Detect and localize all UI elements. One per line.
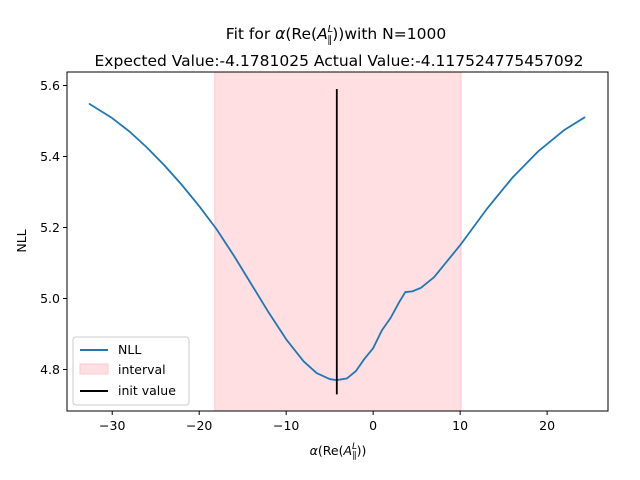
y-tick-label: 5.2 <box>40 220 60 235</box>
interval-layer <box>214 71 462 412</box>
chart-title-line2: Expected Value:-4.1781025 Actual Value:-… <box>95 52 584 70</box>
line-layer <box>88 103 586 382</box>
y-axis-label: NLL <box>14 229 29 252</box>
x-tick-label: −30 <box>99 418 125 433</box>
y-tick-label: 4.8 <box>40 362 60 377</box>
interval-band <box>214 71 462 412</box>
x-tick-label: 20 <box>539 418 555 433</box>
legend-init-label: init value <box>118 383 176 398</box>
legend-box <box>72 336 190 406</box>
x-tick-label: 0 <box>369 418 377 433</box>
y-tick-label: 5.4 <box>40 149 60 164</box>
legend: NLL interval init value <box>72 336 190 406</box>
chart-title-line1: Fit for α(Re(AL ∥))with N=1000 <box>226 24 446 46</box>
nll-series-line <box>88 103 586 382</box>
legend-interval-swatch <box>79 363 109 375</box>
y-tick-label: 5.0 <box>40 291 60 306</box>
plot-frame <box>66 71 609 412</box>
x-tick-label: −10 <box>273 418 299 433</box>
x-tick-layer: −30 −20 −10 0 10 20 <box>99 411 555 433</box>
legend-nll-label: NLL <box>118 342 141 357</box>
x-tick-label: −20 <box>186 418 212 433</box>
y-tick-layer: 4.8 5.0 5.2 5.4 5.6 <box>40 78 67 377</box>
legend-interval-label: interval <box>118 362 166 377</box>
x-tick-label: 10 <box>452 418 468 433</box>
x-axis-label: α(Re(AL ∥)) <box>310 442 367 461</box>
y-tick-label: 5.6 <box>40 78 60 93</box>
